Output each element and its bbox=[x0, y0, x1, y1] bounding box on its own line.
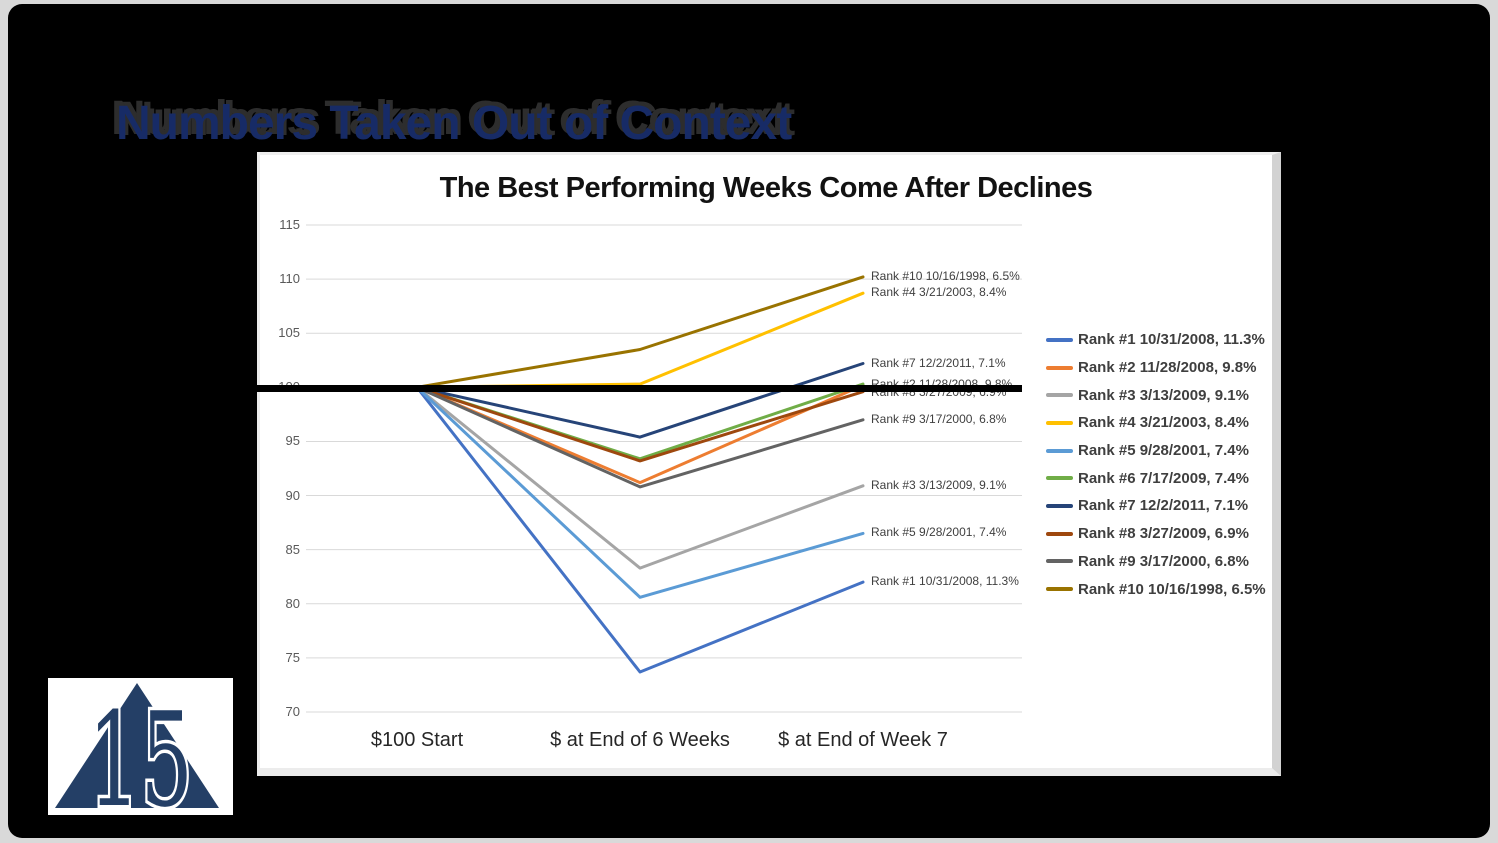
legend-label-rank-9: Rank #9 3/17/2000, 6.8% bbox=[1078, 552, 1249, 570]
logo-number: 15 bbox=[88, 684, 193, 815]
x-category-label-3: $ at End of Week 7 bbox=[778, 729, 948, 751]
series-line-rank-10 bbox=[415, 275, 865, 389]
y-tick-label-105: 105 bbox=[278, 325, 300, 341]
legend-swatch-icon-rank-9 bbox=[1046, 559, 1073, 564]
legend-label-rank-4: Rank #4 3/21/2003, 8.4% bbox=[1078, 414, 1249, 432]
legend-label-rank-6: Rank #6 7/17/2009, 7.4% bbox=[1078, 469, 1249, 487]
baseline-100-annotation-line bbox=[163, 385, 1022, 392]
data-label-3: Rank #7 12/2/2011, 7.1% bbox=[871, 355, 1006, 370]
plot-area bbox=[306, 224, 1022, 713]
y-tick-label-90: 90 bbox=[285, 487, 300, 503]
legend-swatch-icon-rank-6 bbox=[1046, 476, 1073, 481]
series-line-rank-1 bbox=[415, 385, 865, 674]
legend-item-rank-10: Rank #10 10/16/1998, 6.5% bbox=[1046, 575, 1266, 603]
series-line-rank-9 bbox=[415, 385, 865, 489]
legend-item-rank-1: Rank #1 10/31/2008, 11.3% bbox=[1046, 326, 1266, 354]
slide-title: Numbers Taken Out of Context bbox=[116, 97, 792, 150]
legend-label-rank-10: Rank #10 10/16/1998, 6.5% bbox=[1078, 580, 1266, 598]
legend-swatch-icon-rank-7 bbox=[1046, 503, 1073, 508]
data-label-7: Rank #3 3/13/2009, 9.1% bbox=[871, 477, 1007, 492]
chart-legend: Rank #1 10/31/2008, 11.3% Rank #2 11/28/2… bbox=[1046, 326, 1266, 603]
data-label-2: Rank #4 3/21/2003, 8.4% bbox=[871, 285, 1007, 300]
y-tick-label-115: 115 bbox=[279, 217, 300, 232]
legend-swatch-icon-rank-1 bbox=[1046, 337, 1073, 342]
legend-swatch-icon-rank-8 bbox=[1046, 531, 1073, 536]
chart-container: The Best Performing Weeks Come After Dec… bbox=[257, 152, 1281, 776]
legend-label-rank-1: Rank #1 10/31/2008, 11.3% bbox=[1078, 331, 1265, 349]
y-tick-label-75: 75 bbox=[285, 649, 300, 665]
x-category-label-2: $ at End of 6 Weeks bbox=[550, 729, 730, 751]
legend-swatch-icon-rank-10 bbox=[1046, 587, 1073, 592]
legend-label-rank-2: Rank #2 11/28/2008, 9.8% bbox=[1078, 359, 1257, 377]
series-line-rank-5 bbox=[415, 385, 865, 599]
legend-label-rank-7: Rank #7 12/2/2011, 7.1% bbox=[1078, 497, 1249, 515]
y-tick-label-95: 95 bbox=[285, 433, 300, 449]
legend-item-rank-8: Rank #8 3/27/2009, 6.9% bbox=[1046, 520, 1266, 548]
legend-label-rank-8: Rank #8 3/27/2009, 6.9% bbox=[1078, 525, 1249, 543]
legend-item-rank-9: Rank #9 3/17/2000, 6.8% bbox=[1046, 548, 1266, 576]
logo-triangle-15-icon: 15 bbox=[55, 681, 219, 840]
legend-item-rank-5: Rank #5 9/28/2001, 7.4% bbox=[1046, 437, 1266, 465]
legend-item-rank-6: Rank #6 7/17/2009, 7.4% bbox=[1046, 464, 1266, 492]
data-label-8: Rank #5 9/28/2001, 7.4% bbox=[871, 525, 1007, 540]
company-logo: 15 bbox=[48, 678, 233, 840]
legend-swatch-icon-rank-4 bbox=[1046, 420, 1073, 425]
series-line-rank-8 bbox=[415, 385, 865, 463]
legend-swatch-icon-rank-2 bbox=[1046, 365, 1073, 370]
legend-item-rank-4: Rank #4 3/21/2003, 8.4% bbox=[1046, 409, 1266, 437]
y-tick-label-110: 110 bbox=[279, 271, 300, 287]
legend-item-rank-2: Rank #2 11/28/2008, 9.8% bbox=[1046, 354, 1266, 382]
legend-label-rank-3: Rank #3 3/13/2009, 9.1% bbox=[1078, 386, 1249, 404]
legend-swatch-icon-rank-3 bbox=[1046, 393, 1073, 398]
chart-title: The Best Performing Weeks Come After Dec… bbox=[439, 172, 1093, 204]
series-line-rank-2 bbox=[415, 383, 865, 485]
legend-swatch-icon-rank-5 bbox=[1046, 448, 1073, 453]
legend-item-rank-7: Rank #7 12/2/2011, 7.1% bbox=[1046, 492, 1266, 520]
y-tick-label-70: 70 bbox=[285, 704, 300, 719]
data-label-6: Rank #9 3/17/2000, 6.8% bbox=[871, 411, 1007, 426]
series-line-rank-4 bbox=[415, 291, 865, 389]
data-label-9: Rank #1 10/31/2008, 11.3% bbox=[871, 574, 1019, 589]
y-tick-label-80: 80 bbox=[285, 595, 300, 611]
x-category-label-1: $100 Start bbox=[370, 729, 464, 751]
y-tick-label-85: 85 bbox=[285, 541, 300, 557]
legend-label-rank-5: Rank #5 9/28/2001, 7.4% bbox=[1078, 442, 1249, 460]
series-line-rank-3 bbox=[415, 385, 865, 570]
data-label-1: Rank #10 10/16/1998, 6.5% bbox=[871, 268, 1020, 283]
series-line-rank-6 bbox=[415, 382, 865, 461]
legend-item-rank-3: Rank #3 3/13/2009, 9.1% bbox=[1046, 381, 1266, 409]
slide-background: Numbers Taken Out of Context The Best Pe… bbox=[8, 4, 1490, 840]
chart-plot-region: The Best Performing Weeks Come After Dec… bbox=[260, 155, 1272, 768]
